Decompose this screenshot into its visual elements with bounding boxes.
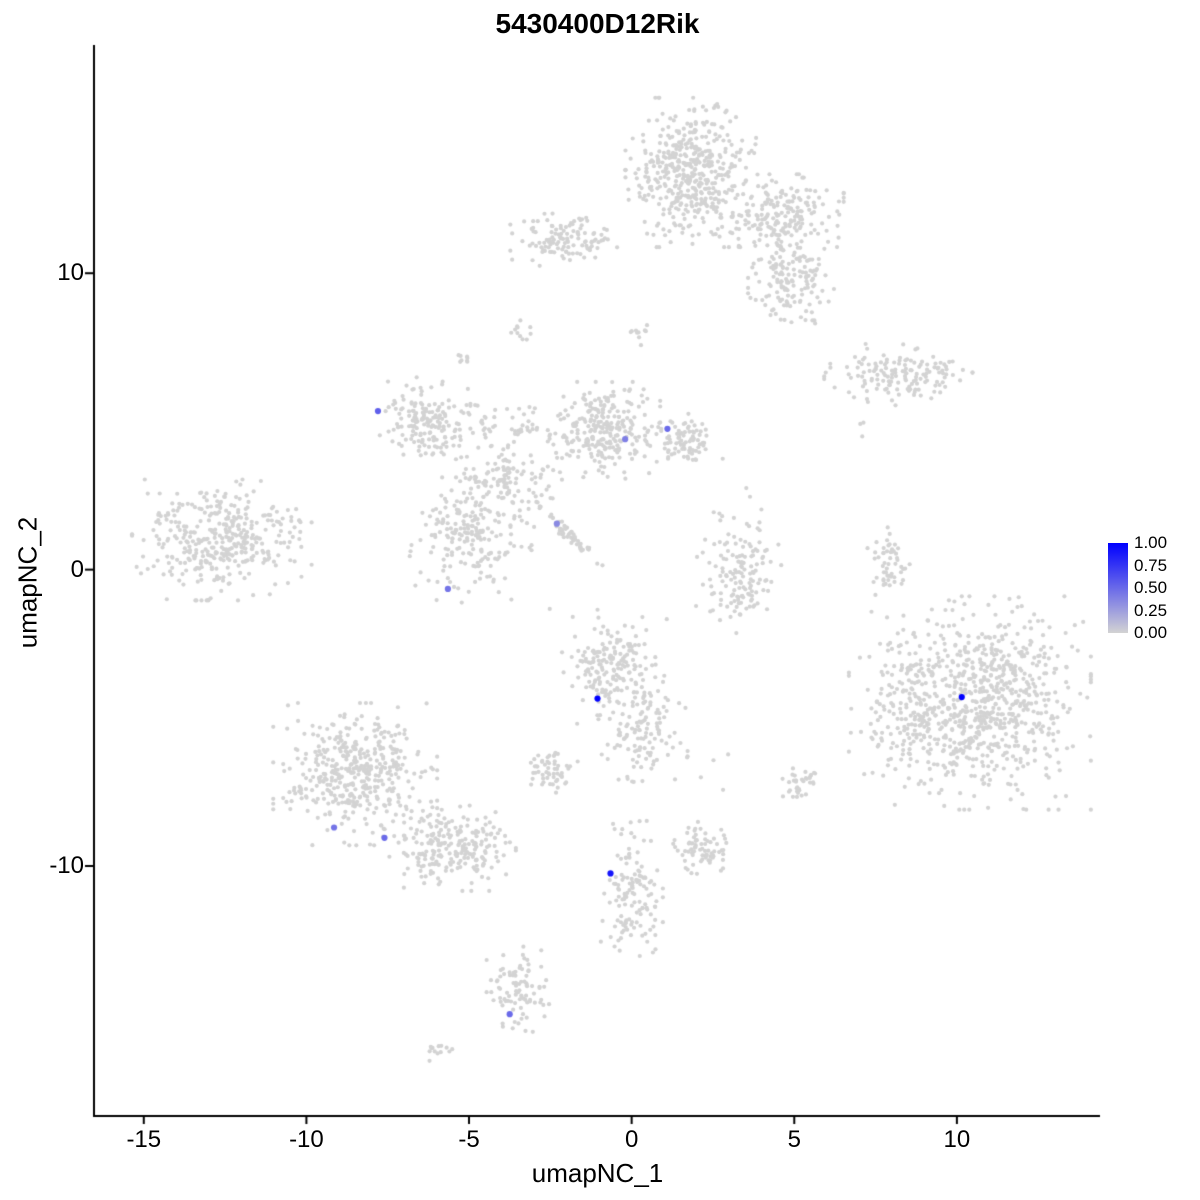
legend-tick-label: 0.50 [1134,578,1168,597]
expression-legend: 1.00 0.75 0.50 0.25 0.00 [1108,533,1200,643]
x-tick-label: -5 [458,1126,480,1153]
y-tick-label: 10 [57,259,84,287]
legend-tick-label: 0.75 [1134,555,1168,575]
legend-tick-label: 0.00 [1134,623,1168,642]
x-tick-label: 0 [624,1126,639,1153]
legend-tick-label: 0.25 [1134,600,1168,620]
legend-colorbar [1108,543,1128,633]
x-tick-label: -15 [126,1126,162,1153]
y-tick-label: -10 [49,852,84,880]
legend-labels: 1.00 0.75 0.50 0.25 0.00 [1134,533,1198,643]
y-axis-label: umapNC_2 [12,516,43,649]
y-tick-label: 0 [70,555,84,583]
x-tick-label: 10 [943,1126,971,1153]
y-axis-ticks: -10 0 10 [0,0,90,1200]
x-tick-label: -10 [289,1126,324,1153]
legend-tick-label: 1.00 [1134,533,1168,552]
x-axis-ticks: -15 -10 -5 0 5 10 [0,1126,1200,1156]
x-tick-label: 5 [787,1126,801,1153]
x-axis-label: umapNC_1 [531,1158,664,1188]
